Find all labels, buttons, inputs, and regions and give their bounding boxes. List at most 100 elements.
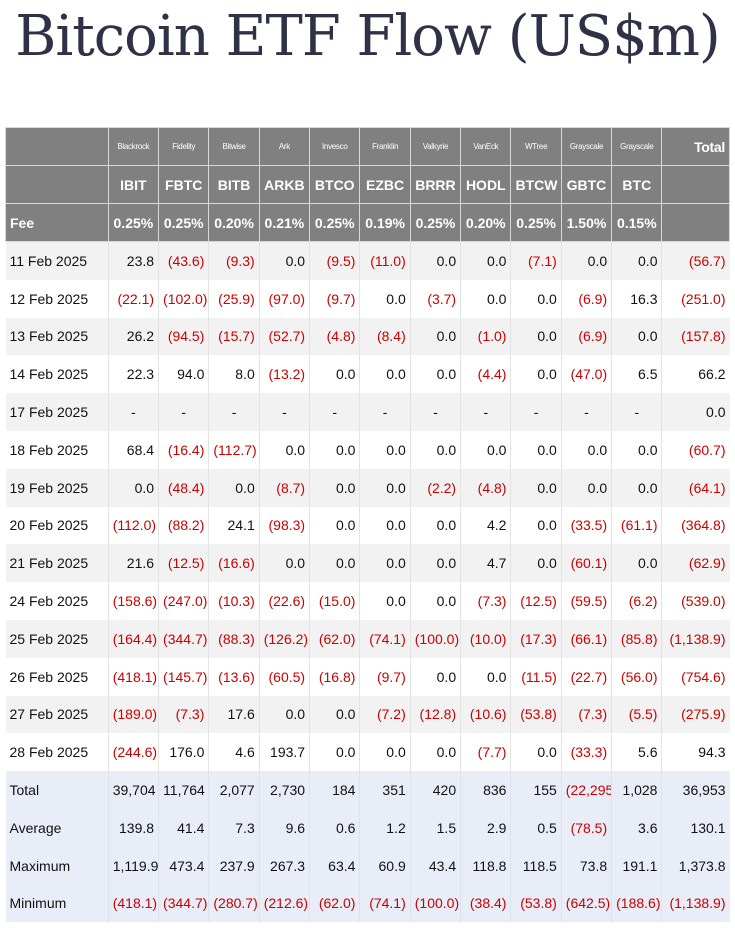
flow-value-cell: 4.6 — [208, 733, 260, 772]
fee-value: 1.50% — [560, 203, 613, 242]
summary-value-cell: 7.3 — [208, 808, 260, 847]
flow-value-cell: 4.7 — [460, 544, 511, 583]
flow-value-cell: 68.4 — [107, 430, 159, 469]
date-cell: 19 Feb 2025 — [5, 468, 109, 507]
table-row: 18 Feb 2025 68.4 (16.4) (112.7) 0.0 0.0 0.0 0.0… — [5, 430, 730, 469]
summary-value-cell: (100.0) — [409, 884, 461, 923]
row-total-cell: (157.8) — [661, 317, 730, 356]
flow-value-cell: 4.2 — [460, 506, 511, 545]
fee-value: 0.21% — [258, 203, 311, 242]
flow-value-cell: 0.0 — [510, 355, 562, 394]
provider-name-header: Blackrock — [107, 127, 160, 166]
flow-value-cell: (53.8) — [510, 695, 562, 734]
flow-value-cell: (112.7) — [208, 430, 260, 469]
flow-value-cell: - — [409, 393, 461, 431]
flow-value-cell: (189.0) — [107, 695, 159, 734]
provider-name-header: Franklin — [359, 127, 411, 166]
flow-value-cell: (2.2) — [409, 468, 461, 507]
summary-value-cell: 11,764 — [158, 771, 209, 809]
summary-value-cell: 191.1 — [611, 846, 662, 885]
flow-value-cell: 0.0 — [460, 657, 511, 696]
ticker-header: BRRR — [409, 165, 462, 204]
flow-value-cell: 0.0 — [560, 241, 612, 280]
flow-value-cell: (11.5) — [510, 657, 562, 696]
fee-label: Fee — [5, 203, 109, 242]
fee-value: 0.15% — [611, 203, 663, 242]
fee-value: 0.20% — [208, 203, 260, 242]
daily-flow-rows: 11 Feb 2025 23.8 (43.6) (9.3) 0.0 (9.5) (11.0)… — [5, 241, 730, 772]
flow-value-cell: (344.7) — [158, 619, 209, 658]
summary-value-cell: 184 — [309, 771, 360, 809]
ticker-header: IBIT — [107, 165, 160, 204]
ticker-header: ARKB — [258, 165, 311, 204]
summary-value-cell: (78.5) — [560, 808, 612, 847]
ticker-header: GBTC — [560, 165, 613, 204]
flow-value-cell: 0.0 — [359, 279, 411, 318]
summary-value-cell: (280.7) — [208, 884, 260, 923]
flow-value-cell: (9.3) — [208, 241, 260, 280]
summary-value-cell: 39,704 — [107, 771, 159, 809]
flow-value-cell: 0.0 — [258, 695, 310, 734]
flow-value-cell: 17.6 — [208, 695, 260, 734]
flow-value-cell: (6.9) — [560, 317, 612, 356]
flow-value-cell: (164.4) — [107, 619, 159, 658]
fee-value: 0.25% — [309, 203, 361, 242]
flow-value-cell: (12.5) — [158, 544, 209, 583]
flow-value-cell: (98.3) — [258, 506, 310, 545]
flow-value-cell: (247.0) — [158, 582, 209, 620]
flow-value-cell: (12.8) — [409, 695, 461, 734]
flow-value-cell: (10.3) — [208, 582, 260, 620]
flow-value-cell: 0.0 — [510, 733, 562, 772]
flow-value-cell: (25.9) — [208, 279, 260, 318]
flow-value-cell: (16.6) — [208, 544, 260, 583]
flow-value-cell: (11.0) — [359, 241, 411, 280]
flow-value-cell: (33.5) — [560, 506, 612, 545]
flow-value-cell: - — [309, 393, 360, 431]
flow-value-cell: 0.0 — [309, 733, 360, 772]
page-title: Bitcoin ETF Flow (US$m) — [15, 4, 721, 69]
flow-value-cell: (48.4) — [158, 468, 209, 507]
provider-name-header: WTree — [510, 127, 562, 166]
date-cell: 25 Feb 2025 — [5, 619, 109, 658]
ticker-header: BITB — [208, 165, 260, 204]
date-cell: 11 Feb 2025 — [5, 241, 109, 280]
flow-value-cell: (8.7) — [258, 468, 310, 507]
date-cell: 12 Feb 2025 — [5, 279, 109, 318]
fee-value: 0.20% — [460, 203, 512, 242]
summary-value-cell: 351 — [359, 771, 411, 809]
flow-value-cell: (88.2) — [158, 506, 209, 545]
summary-value-cell: 118.8 — [460, 846, 511, 885]
ticker-header: EZBC — [359, 165, 411, 204]
summary-value-cell: 3.6 — [611, 808, 662, 847]
summary-value-cell: 139.8 — [107, 808, 159, 847]
flow-value-cell: 0.0 — [409, 317, 461, 356]
flow-value-cell: 0.0 — [510, 544, 562, 583]
table-row: 11 Feb 2025 23.8 (43.6) (9.3) 0.0 (9.5) (11.0)… — [5, 241, 730, 280]
flow-value-cell: (7.7) — [460, 733, 511, 772]
flow-value-cell: (6.9) — [560, 279, 612, 318]
flow-value-cell: 0.0 — [409, 430, 461, 469]
flow-value-cell: (15.7) — [208, 317, 260, 356]
fee-header-row: Fee 0.25% 0.25% 0.20% 0.21% 0.25% 0.19% 0.25% 0.… — [5, 203, 730, 242]
table-row: 21 Feb 2025 21.6 (12.5) (16.6) 0.0 0.0 0.0 0.0 4… — [5, 544, 730, 583]
date-cell: 28 Feb 2025 — [5, 733, 109, 772]
summary-row: Maximum 1,119.9 473.4 237.9 267.3 63.4 60.9 43.… — [5, 846, 730, 885]
date-cell: 24 Feb 2025 — [5, 582, 109, 620]
date-cell: 14 Feb 2025 — [5, 355, 109, 394]
summary-value-cell: 63.4 — [309, 846, 360, 885]
summary-rows: Total 39,704 11,764 2,077 2,730 184 351 420 836 1… — [5, 771, 730, 923]
flow-value-cell: 0.0 — [359, 468, 411, 507]
summary-value-cell: 2,077 — [208, 771, 260, 809]
flow-value-cell: - — [460, 393, 511, 431]
flow-value-cell: (4.8) — [309, 317, 360, 356]
flow-value-cell: 5.6 — [611, 733, 662, 772]
ticker-total-blank-cell — [661, 165, 730, 204]
table-row: 14 Feb 2025 22.3 94.0 8.0 (13.2) 0.0 0.0 0.0 (4.… — [5, 355, 730, 394]
provider-name-header: Ark — [258, 127, 311, 166]
row-total-cell: (754.6) — [661, 657, 730, 696]
provider-name-header: Grayscale — [611, 127, 663, 166]
flow-value-cell: (7.3) — [158, 695, 209, 734]
summary-value-cell: 0.5 — [510, 808, 562, 847]
flow-value-cell: 0.0 — [510, 317, 562, 356]
flow-value-cell: 21.6 — [107, 544, 159, 583]
